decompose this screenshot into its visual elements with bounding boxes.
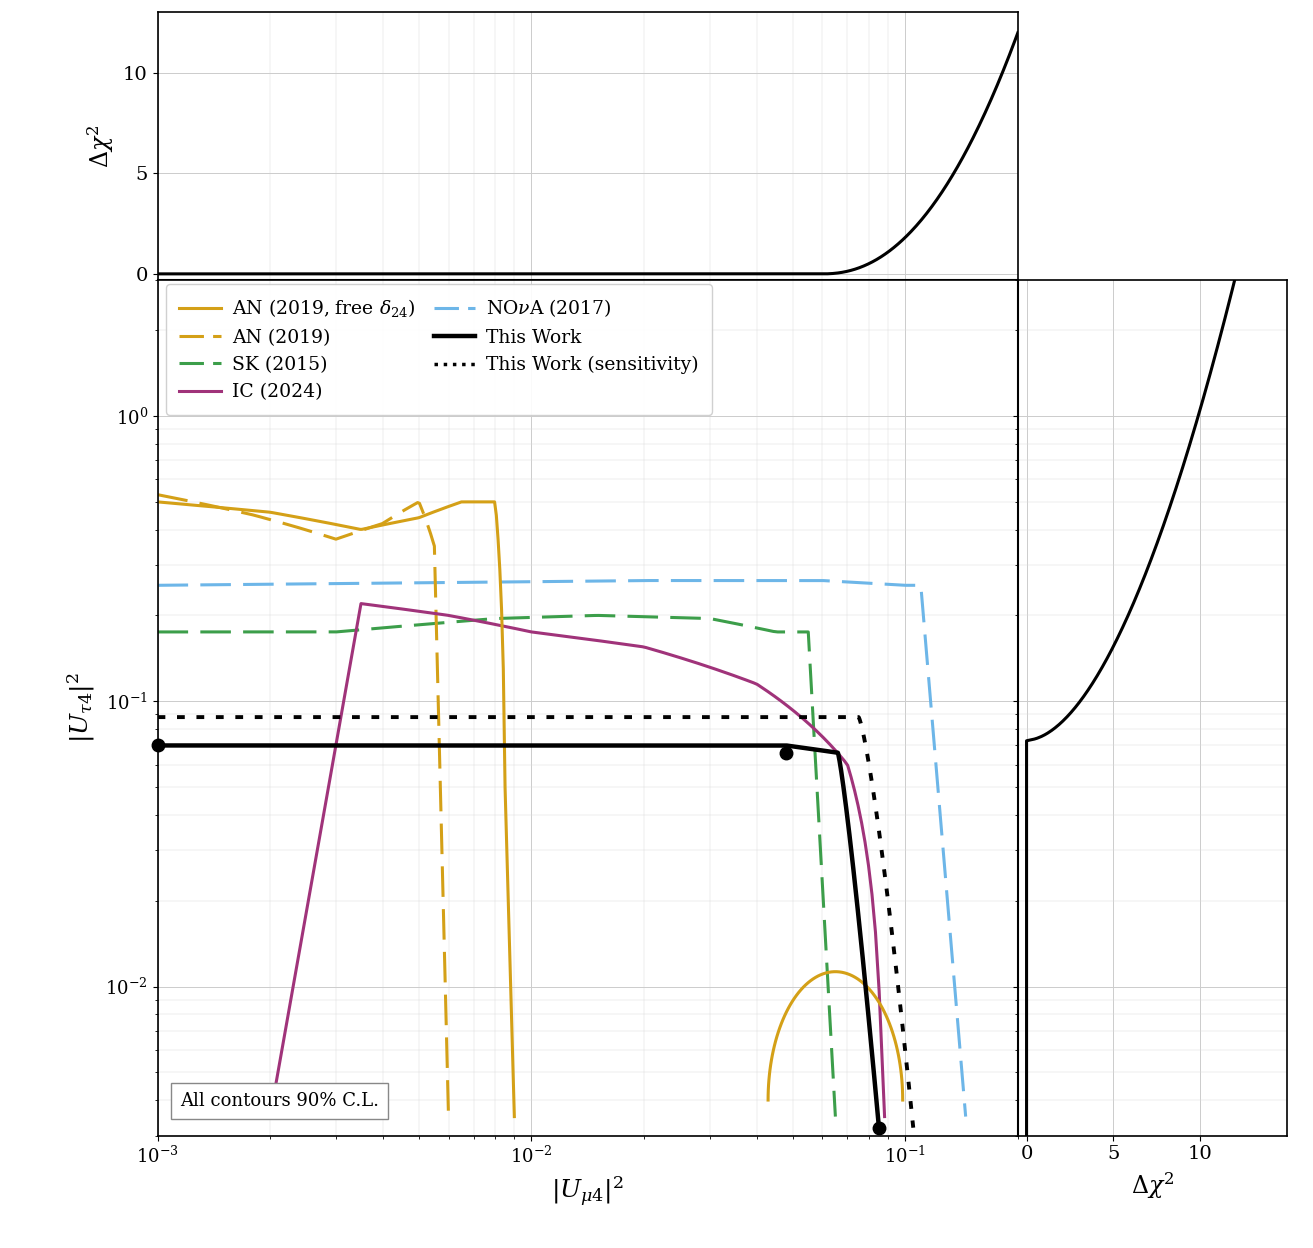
Y-axis label: $|U_{\tau4}|^2$: $|U_{\tau4}|^2$ — [66, 673, 97, 744]
Text: All contours 90% C.L.: All contours 90% C.L. — [180, 1092, 379, 1111]
X-axis label: $\Delta\chi^2$: $\Delta\chi^2$ — [1130, 1171, 1174, 1201]
X-axis label: $|U_{\mu4}|^2$: $|U_{\mu4}|^2$ — [551, 1174, 624, 1209]
Y-axis label: $\Delta\chi^2$: $\Delta\chi^2$ — [85, 125, 116, 167]
Legend: AN (2019, free $\delta_{24}$), AN (2019), SK (2015), IC (2024), NO$\nu$A (2017),: AN (2019, free $\delta_{24}$), AN (2019)… — [167, 285, 712, 414]
